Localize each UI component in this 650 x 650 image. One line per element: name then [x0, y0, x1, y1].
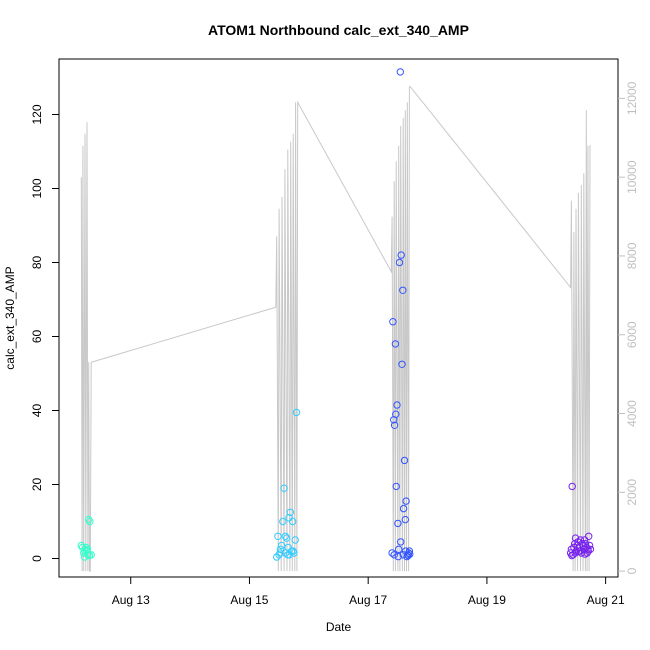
y2-tick-label: 0	[625, 567, 639, 574]
data-point	[285, 551, 294, 559]
data-point	[584, 547, 592, 555]
data-point	[395, 258, 404, 267]
data-point	[284, 543, 292, 552]
data-point	[292, 408, 301, 417]
data-point	[585, 541, 594, 550]
data-point	[86, 517, 94, 526]
y-tick-label: 40	[30, 404, 44, 418]
x-tick-label: Aug 21	[587, 593, 625, 607]
data-point	[405, 547, 414, 555]
data-point	[397, 538, 405, 546]
y2-tick-label: 4000	[625, 400, 639, 427]
data-point	[282, 534, 291, 542]
y2-tick-label: 8000	[625, 242, 639, 269]
data-point	[388, 549, 396, 557]
points-series	[77, 68, 595, 561]
data-point	[401, 515, 409, 524]
data-point	[406, 550, 414, 558]
data-point	[404, 551, 412, 560]
data-point	[568, 482, 576, 491]
y2-tick-label: 6000	[625, 321, 639, 348]
y-axis-left: 0 20 40 60 80 100 120	[30, 104, 59, 562]
data-point	[82, 543, 90, 552]
data-point	[276, 545, 285, 553]
y2-tick-label: 2000	[625, 479, 639, 506]
data-point	[277, 541, 286, 550]
data-point	[77, 541, 86, 550]
data-point	[400, 456, 409, 465]
y-axis-right: 0 2000 4000 6000 8000 10000 12000	[618, 81, 639, 574]
data-point	[390, 551, 398, 559]
data-point	[399, 286, 407, 294]
data-point	[392, 410, 400, 418]
data-point	[85, 515, 93, 524]
data-point	[580, 536, 589, 544]
data-point	[291, 536, 299, 544]
y2-tick-label: 10000	[625, 160, 639, 194]
data-point	[289, 547, 297, 555]
right-axis-series-line	[80, 86, 591, 572]
data-point	[571, 549, 579, 557]
x-axis-label: Date	[326, 620, 352, 634]
data-point	[399, 504, 408, 513]
y2-tick-label: 12000	[625, 81, 639, 115]
data-point	[395, 545, 403, 553]
y-axis-label: calc_ext_340_AMP	[3, 266, 17, 369]
data-point	[571, 534, 580, 542]
data-point	[392, 482, 400, 491]
data-point	[391, 340, 400, 348]
y-tick-label: 20	[30, 478, 44, 492]
data-point	[394, 519, 402, 528]
x-axis: Aug 13 Aug 15 Aug 17 Aug 19 Aug 21	[112, 577, 625, 607]
data-point	[274, 532, 282, 540]
x-tick-label: Aug 15	[230, 593, 268, 607]
data-point	[398, 360, 406, 368]
data-point	[285, 514, 293, 522]
data-point	[585, 532, 593, 540]
data-point	[402, 497, 410, 505]
series-line	[80, 86, 591, 572]
x-tick-label: Aug 13	[112, 593, 150, 607]
data-point	[279, 517, 287, 526]
y-tick-label: 60	[30, 330, 44, 344]
data-point	[80, 553, 89, 561]
data-point	[394, 552, 402, 561]
plot-frame	[58, 58, 619, 578]
data-point	[286, 508, 294, 516]
data-point	[586, 545, 595, 553]
y-tick-label: 80	[30, 256, 44, 270]
data-point	[276, 549, 284, 557]
data-point	[289, 517, 297, 526]
y-tick-label: 120	[30, 104, 44, 124]
data-point	[390, 421, 399, 429]
x-tick-label: Aug 19	[468, 593, 506, 607]
data-point	[389, 318, 397, 326]
chart-title: ATOM1 Northbound calc_ext_340_AMP	[208, 22, 469, 38]
data-point	[396, 68, 404, 76]
data-point	[280, 484, 288, 492]
data-point	[82, 546, 91, 555]
x-tick-label: Aug 17	[349, 593, 387, 607]
data-point	[393, 401, 401, 409]
y-tick-label: 100	[30, 178, 44, 198]
y-tick-label: 0	[30, 555, 44, 562]
data-point	[397, 251, 405, 259]
data-point	[281, 532, 289, 540]
